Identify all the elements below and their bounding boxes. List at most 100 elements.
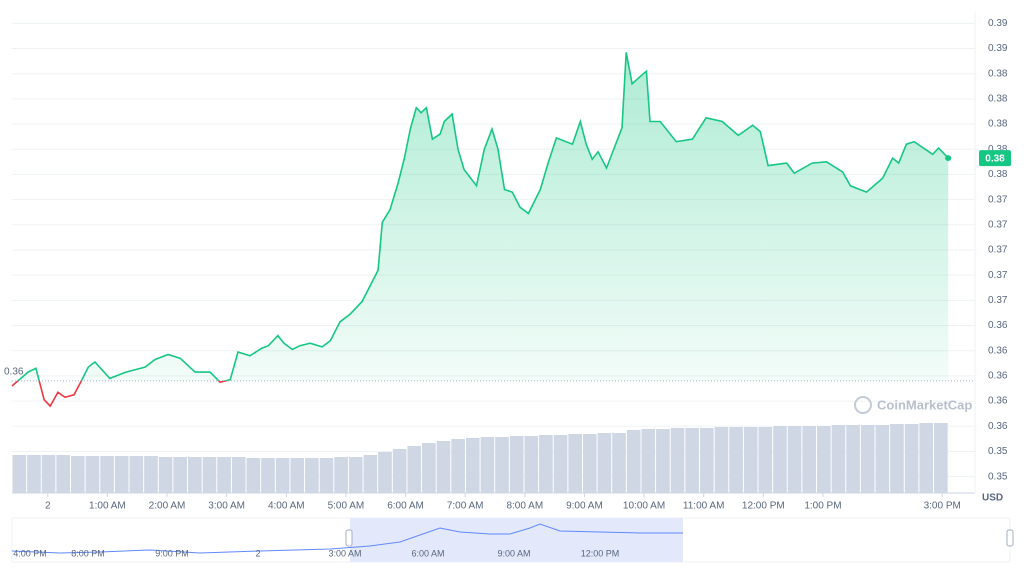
volume-bar [231, 457, 246, 493]
volume-bar [860, 425, 875, 493]
volume-bar [41, 455, 56, 493]
x-tick-label: 2:00 AM [149, 501, 186, 512]
navigator-label: 9:00 AM [497, 548, 530, 558]
volume-bar [451, 439, 465, 493]
navigator-label: 2 [255, 548, 260, 558]
x-tick-label: 5:00 AM [328, 501, 365, 512]
volume-bar [553, 435, 568, 493]
y-tick-label: 0.37 [988, 194, 1008, 205]
volume-bar [597, 433, 612, 493]
area-fill [17, 52, 949, 381]
y-tick-label: 0.36 [988, 371, 1008, 382]
navigator-label: 3:00 AM [328, 548, 361, 558]
y-tick-label: 0.38 [988, 119, 1008, 130]
volume-bar [392, 449, 407, 493]
navigator-label: 8:00 PM [71, 548, 105, 558]
x-tick-label: 10:00 AM [623, 501, 665, 512]
watermark: CoinMarketCap [854, 396, 972, 414]
volume-bar [934, 423, 948, 493]
watermark-text: CoinMarketCap [877, 397, 972, 412]
navigator: 4:00 PM 8:00 PM 9:00 PM 2 3:00 AM 6:00 AM 9:00… [11, 517, 1014, 563]
x-tick-label: 8:00 AM [506, 501, 543, 512]
volume-bar [158, 457, 173, 493]
volume-bar [802, 426, 817, 493]
volume-bar [436, 441, 451, 493]
volume-bar [144, 456, 158, 493]
x-tick-label: 3:00 AM [208, 501, 245, 512]
navigator-handle[interactable] [1006, 529, 1014, 547]
navigator-label: 9:00 PM [155, 548, 189, 558]
volume-bar [904, 424, 919, 493]
y-tick-label: 0.36 [988, 320, 1008, 331]
volume-bar [114, 456, 129, 493]
volume-bar [85, 456, 100, 493]
volume-bar [787, 426, 802, 493]
y-tick-label: 0.37 [988, 245, 1008, 256]
watermark-logo [854, 396, 872, 414]
navigator-label: 4:00 PM [13, 548, 47, 558]
y-tick-label: 0.36 [988, 396, 1008, 407]
y-tick-label: 0.38 [988, 94, 1008, 105]
y-tick-label: 0.36 [988, 345, 1008, 356]
volume-bar [758, 427, 773, 493]
volume-bar [699, 428, 714, 493]
volume-bar [626, 430, 641, 493]
volume-bar [495, 437, 509, 493]
navigator-label: 6:00 AM [411, 548, 444, 558]
volume-bar [363, 455, 378, 493]
x-tick-label: 1:00 AM [89, 501, 126, 512]
volume-bar [568, 434, 582, 493]
price-line-up [16, 52, 949, 381]
volume-bar [539, 435, 553, 493]
volume-bar [422, 443, 436, 493]
volume-bar [831, 425, 846, 493]
volume-bar [246, 458, 261, 493]
volume-bar [275, 458, 290, 493]
volume-bar [714, 427, 729, 493]
navigator-line [11, 523, 683, 554]
volume-bar [729, 427, 743, 493]
volume-bar [817, 426, 831, 493]
volume-bar [846, 425, 860, 493]
end-label: 0.38 [985, 154, 1005, 165]
volume-bar [919, 423, 934, 493]
y-tick-label: 0.37 [988, 295, 1008, 306]
x-tick-label: 12:00 PM [742, 501, 785, 512]
x-tick-label: 11:00 AM [683, 501, 725, 512]
navigator-label: 12:00 PM [581, 548, 620, 558]
volume-bar [773, 426, 787, 493]
volume-bar [465, 438, 480, 493]
volume-bar [670, 428, 685, 493]
x-tick-label: 1:00 PM [804, 501, 841, 512]
volume-bar [71, 456, 85, 493]
x-tick-label: 4:00 AM [268, 501, 305, 512]
volume-bar [743, 427, 758, 493]
volume-bar [348, 457, 363, 493]
baseline-label: 0.36 [4, 367, 24, 378]
x-tick-label: 7:00 AM [447, 501, 484, 512]
y-tick-label: 0.38 [988, 169, 1008, 180]
volume-bar [202, 457, 217, 493]
y-tick-label: 0.38 [988, 144, 1008, 155]
volume-bar [890, 424, 904, 493]
volume-bar [27, 455, 41, 493]
volume-bar [290, 458, 305, 493]
volume-bar [656, 429, 670, 493]
volume-bar [641, 429, 656, 493]
volume-bar [524, 436, 539, 493]
volume-bar [56, 455, 71, 493]
volume-bar [378, 452, 392, 493]
last-point [945, 155, 952, 162]
volume-bar [12, 455, 27, 493]
y-tick-label: 0.35 [988, 471, 1008, 482]
volume-bar [509, 436, 524, 493]
x-tick-label: 6:00 AM [387, 501, 424, 512]
end-label-bg [979, 150, 1011, 167]
y-tick-label: 0.35 [988, 446, 1008, 457]
volume-bar [685, 428, 699, 493]
x-tick-label: 9:00 AM [566, 501, 603, 512]
navigator-handle[interactable] [345, 529, 353, 547]
volume-bar [319, 458, 334, 493]
volume-bar [217, 457, 231, 493]
